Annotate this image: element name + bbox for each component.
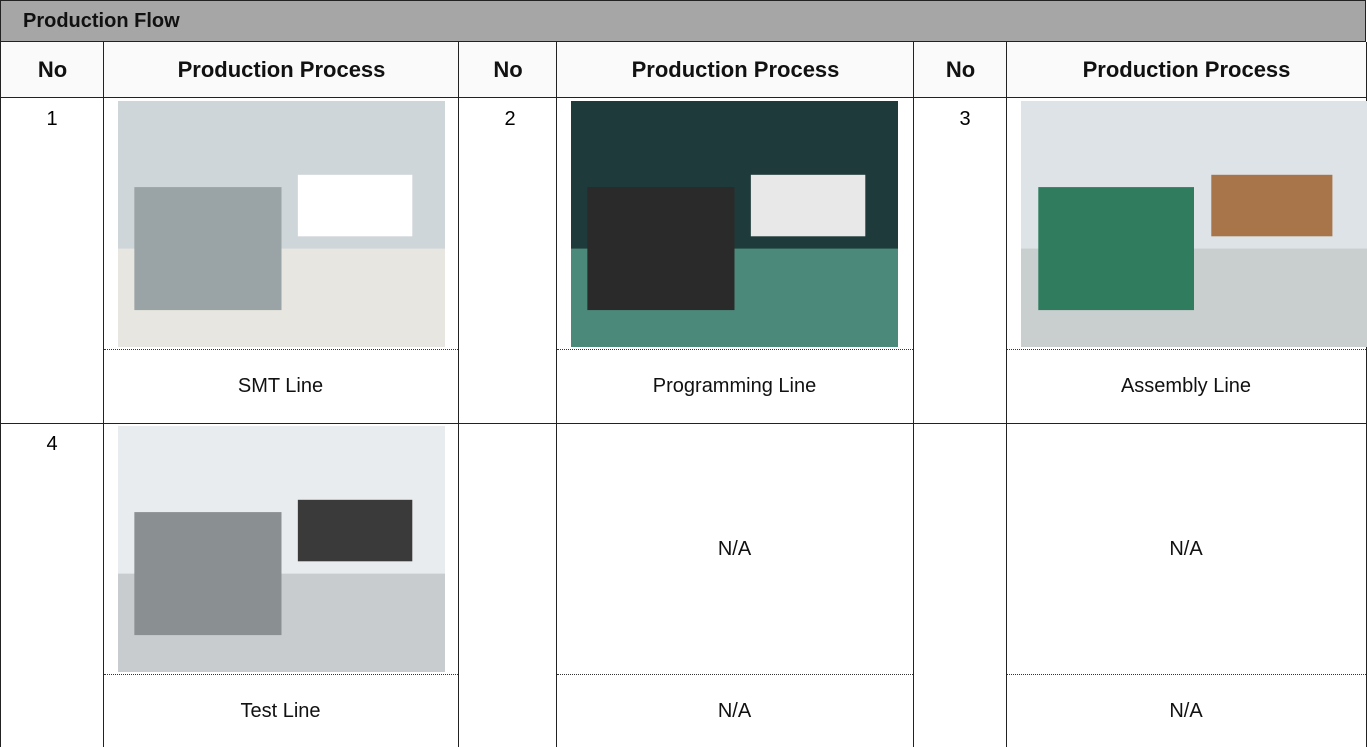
process-caption: N/A <box>1169 700 1203 722</box>
row-number: 2 <box>504 108 516 130</box>
header-cell: No <box>458 42 557 98</box>
caption-separator <box>1007 349 1366 350</box>
process-photo <box>118 101 445 347</box>
process-caption: N/A <box>717 700 752 722</box>
process-photo <box>118 426 445 672</box>
process-photo <box>1021 101 1367 347</box>
process-photo <box>571 101 898 347</box>
row-number: 1 <box>46 108 58 130</box>
caption-separator <box>557 349 913 350</box>
row-line <box>0 423 1367 424</box>
caption-separator <box>1007 674 1366 675</box>
process-caption: Programming Line <box>652 375 817 397</box>
table-title: Production Flow <box>0 0 1366 42</box>
row-number: 3 <box>959 108 971 130</box>
header-cell: Production Process <box>103 42 459 98</box>
process-caption: SMT Line <box>237 375 324 397</box>
column-line <box>0 98 1 747</box>
process-caption: Test Line <box>240 700 321 722</box>
column-line <box>1006 98 1007 747</box>
header-cell: Production Process <box>1006 42 1367 98</box>
column-line <box>913 98 914 747</box>
caption-separator <box>104 674 458 675</box>
caption-separator <box>104 349 458 350</box>
image-placeholder-text: N/A <box>1169 538 1203 560</box>
column-line <box>103 98 104 747</box>
header-cell: Production Process <box>556 42 914 98</box>
image-placeholder-text: N/A <box>717 538 752 560</box>
caption-separator <box>557 674 913 675</box>
header-cell: No <box>0 42 104 98</box>
process-caption: Assembly Line <box>1120 375 1252 397</box>
header-cell: No <box>913 42 1007 98</box>
column-line <box>458 98 459 747</box>
row-number: 4 <box>46 433 58 455</box>
column-line <box>556 98 557 747</box>
